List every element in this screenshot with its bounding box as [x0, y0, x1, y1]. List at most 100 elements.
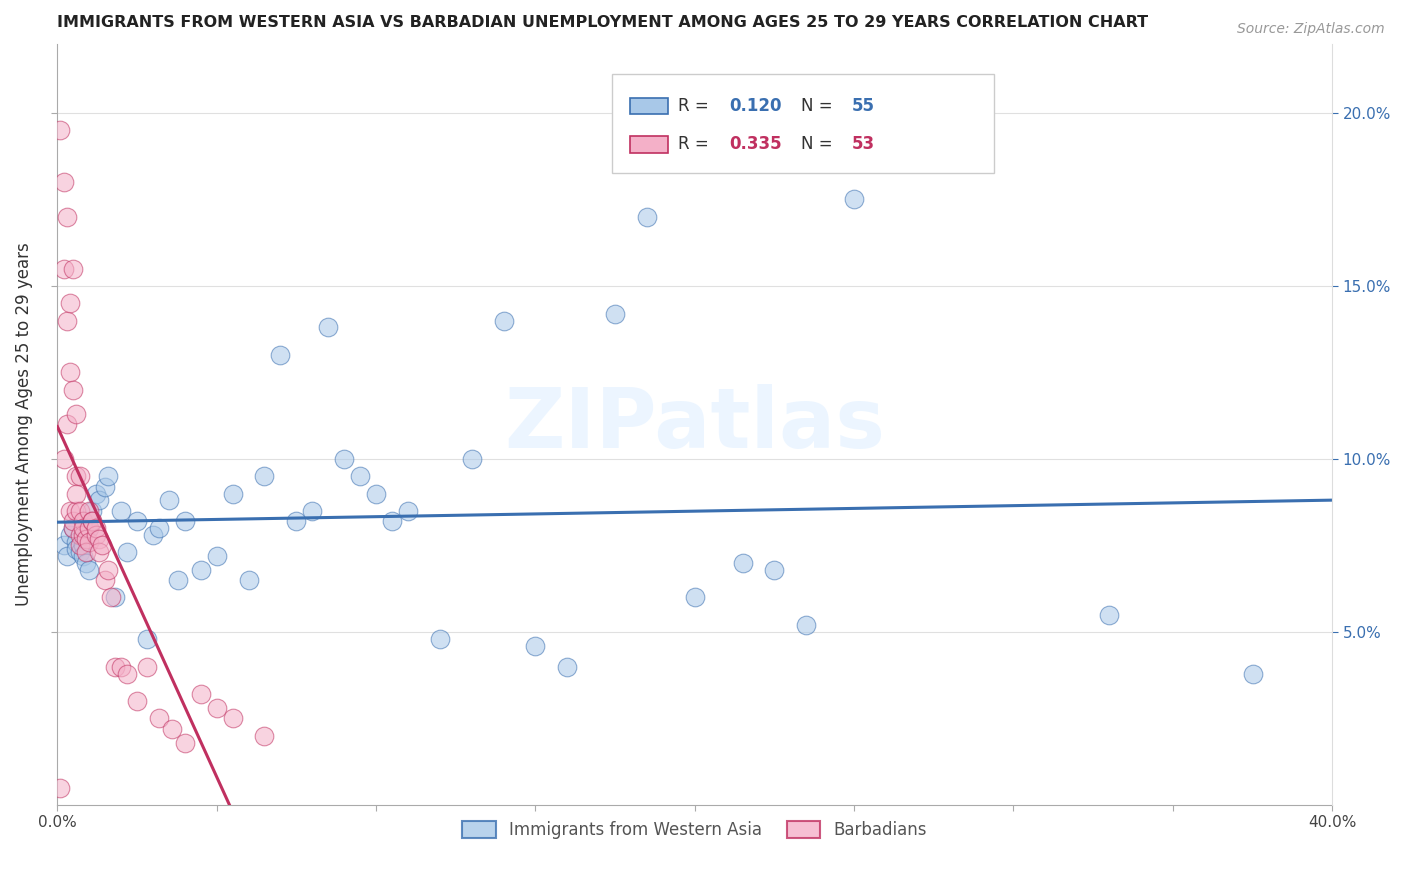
Point: [104, 591, 127, 605]
Point: [77, 535, 100, 549]
Point: [524, 639, 547, 653]
Point: [62, 261, 84, 276]
Point: [167, 573, 190, 587]
Point: [82, 504, 104, 518]
Point: [763, 563, 786, 577]
Point: [97, 469, 120, 483]
Point: [104, 659, 127, 673]
Point: [349, 469, 371, 483]
Point: [301, 504, 323, 518]
Point: [221, 486, 243, 500]
Point: [117, 666, 139, 681]
Point: [56, 313, 79, 327]
Point: [285, 514, 308, 528]
Point: [75, 556, 97, 570]
Point: [69, 504, 91, 518]
Point: [135, 659, 157, 673]
Point: [72, 521, 94, 535]
Point: [59, 504, 82, 518]
Point: [69, 469, 91, 483]
Text: 53: 53: [852, 136, 875, 153]
Point: [381, 514, 404, 528]
Point: [49, 123, 72, 137]
Point: [72, 539, 94, 553]
Y-axis label: Unemployment Among Ages 25 to 29 years: Unemployment Among Ages 25 to 29 years: [15, 243, 32, 607]
Point: [65, 469, 87, 483]
Text: ZIPatlas: ZIPatlas: [505, 384, 886, 465]
Point: [59, 296, 82, 310]
Point: [190, 563, 212, 577]
Point: [364, 486, 387, 500]
Point: [205, 549, 228, 563]
Point: [75, 532, 97, 546]
Text: 0.120: 0.120: [730, 97, 782, 115]
Point: [52, 261, 75, 276]
Point: [555, 659, 578, 673]
Point: [62, 521, 84, 535]
Point: [110, 659, 132, 673]
Point: [221, 711, 243, 725]
Point: [94, 573, 117, 587]
Point: [157, 493, 180, 508]
Point: [173, 736, 195, 750]
Text: IMMIGRANTS FROM WESTERN ASIA VS BARBADIAN UNEMPLOYMENT AMONG AGES 25 TO 29 YEARS: IMMIGRANTS FROM WESTERN ASIA VS BARBADIA…: [58, 15, 1149, 30]
Point: [135, 632, 157, 646]
Point: [84, 521, 107, 535]
Legend: Immigrants from Western Asia, Barbadians: Immigrants from Western Asia, Barbadians: [456, 814, 934, 847]
Point: [396, 504, 419, 518]
Point: [65, 541, 87, 556]
Bar: [612, 74, 994, 173]
Point: [731, 556, 754, 570]
Point: [59, 528, 82, 542]
Text: N =: N =: [800, 97, 838, 115]
Point: [77, 504, 100, 518]
Text: R =: R =: [678, 136, 714, 153]
Point: [52, 175, 75, 189]
Point: [1098, 607, 1121, 622]
Point: [52, 539, 75, 553]
Point: [82, 514, 104, 528]
Point: [205, 701, 228, 715]
Point: [125, 514, 148, 528]
Point: [82, 514, 104, 528]
Bar: [630, 98, 668, 114]
Point: [160, 722, 183, 736]
Point: [65, 407, 87, 421]
Point: [253, 469, 276, 483]
Point: [56, 417, 79, 432]
Point: [90, 539, 112, 553]
Point: [603, 307, 626, 321]
Point: [87, 493, 110, 508]
Point: [72, 528, 94, 542]
Point: [253, 729, 276, 743]
Point: [77, 521, 100, 535]
Point: [636, 210, 658, 224]
Point: [87, 545, 110, 559]
Text: N =: N =: [800, 136, 838, 153]
Point: [117, 545, 139, 559]
Point: [69, 539, 91, 553]
Point: [49, 780, 72, 795]
Point: [69, 545, 91, 559]
Point: [87, 532, 110, 546]
Point: [69, 528, 91, 542]
Point: [56, 210, 79, 224]
Text: 55: 55: [852, 97, 875, 115]
Point: [1241, 666, 1264, 681]
Point: [148, 521, 170, 535]
Point: [794, 618, 817, 632]
Point: [75, 545, 97, 559]
Point: [110, 504, 132, 518]
Point: [492, 313, 515, 327]
Point: [238, 573, 260, 587]
Point: [65, 535, 87, 549]
Point: [842, 193, 865, 207]
Text: 0.335: 0.335: [730, 136, 782, 153]
Point: [269, 348, 291, 362]
Point: [65, 486, 87, 500]
Text: Source: ZipAtlas.com: Source: ZipAtlas.com: [1237, 22, 1385, 37]
Point: [148, 711, 170, 725]
Point: [142, 528, 165, 542]
Point: [72, 549, 94, 563]
Point: [56, 549, 79, 563]
